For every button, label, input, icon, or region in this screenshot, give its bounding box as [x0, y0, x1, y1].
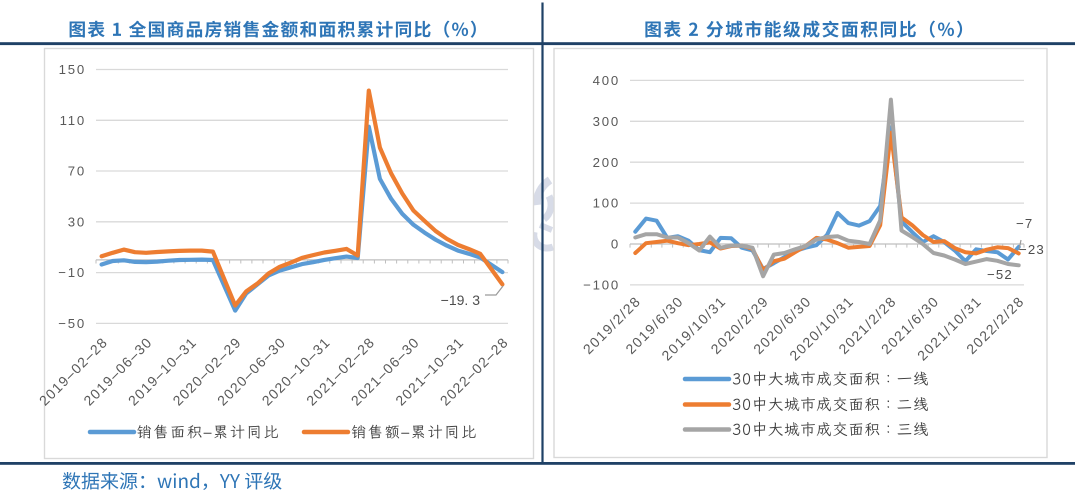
svg-text:300: 300: [593, 114, 620, 129]
svg-text:−52: −52: [987, 267, 1013, 282]
svg-text:−100: −100: [583, 278, 620, 293]
svg-text:110: 110: [60, 113, 86, 128]
svg-text:−10: −10: [58, 265, 86, 280]
svg-text:70: 70: [68, 164, 86, 179]
svg-text:200: 200: [593, 155, 620, 170]
svg-text:30: 30: [68, 214, 86, 229]
svg-text:400: 400: [593, 73, 620, 88]
svg-text:150: 150: [59, 62, 86, 77]
svg-text:0: 0: [611, 237, 620, 252]
svg-text:−23: −23: [1019, 242, 1045, 257]
svg-text:−50: −50: [58, 316, 86, 331]
svg-text:−7: −7: [1016, 216, 1033, 231]
svg-text:−19. 3: −19. 3: [441, 292, 481, 308]
svg-text:100: 100: [593, 196, 620, 211]
